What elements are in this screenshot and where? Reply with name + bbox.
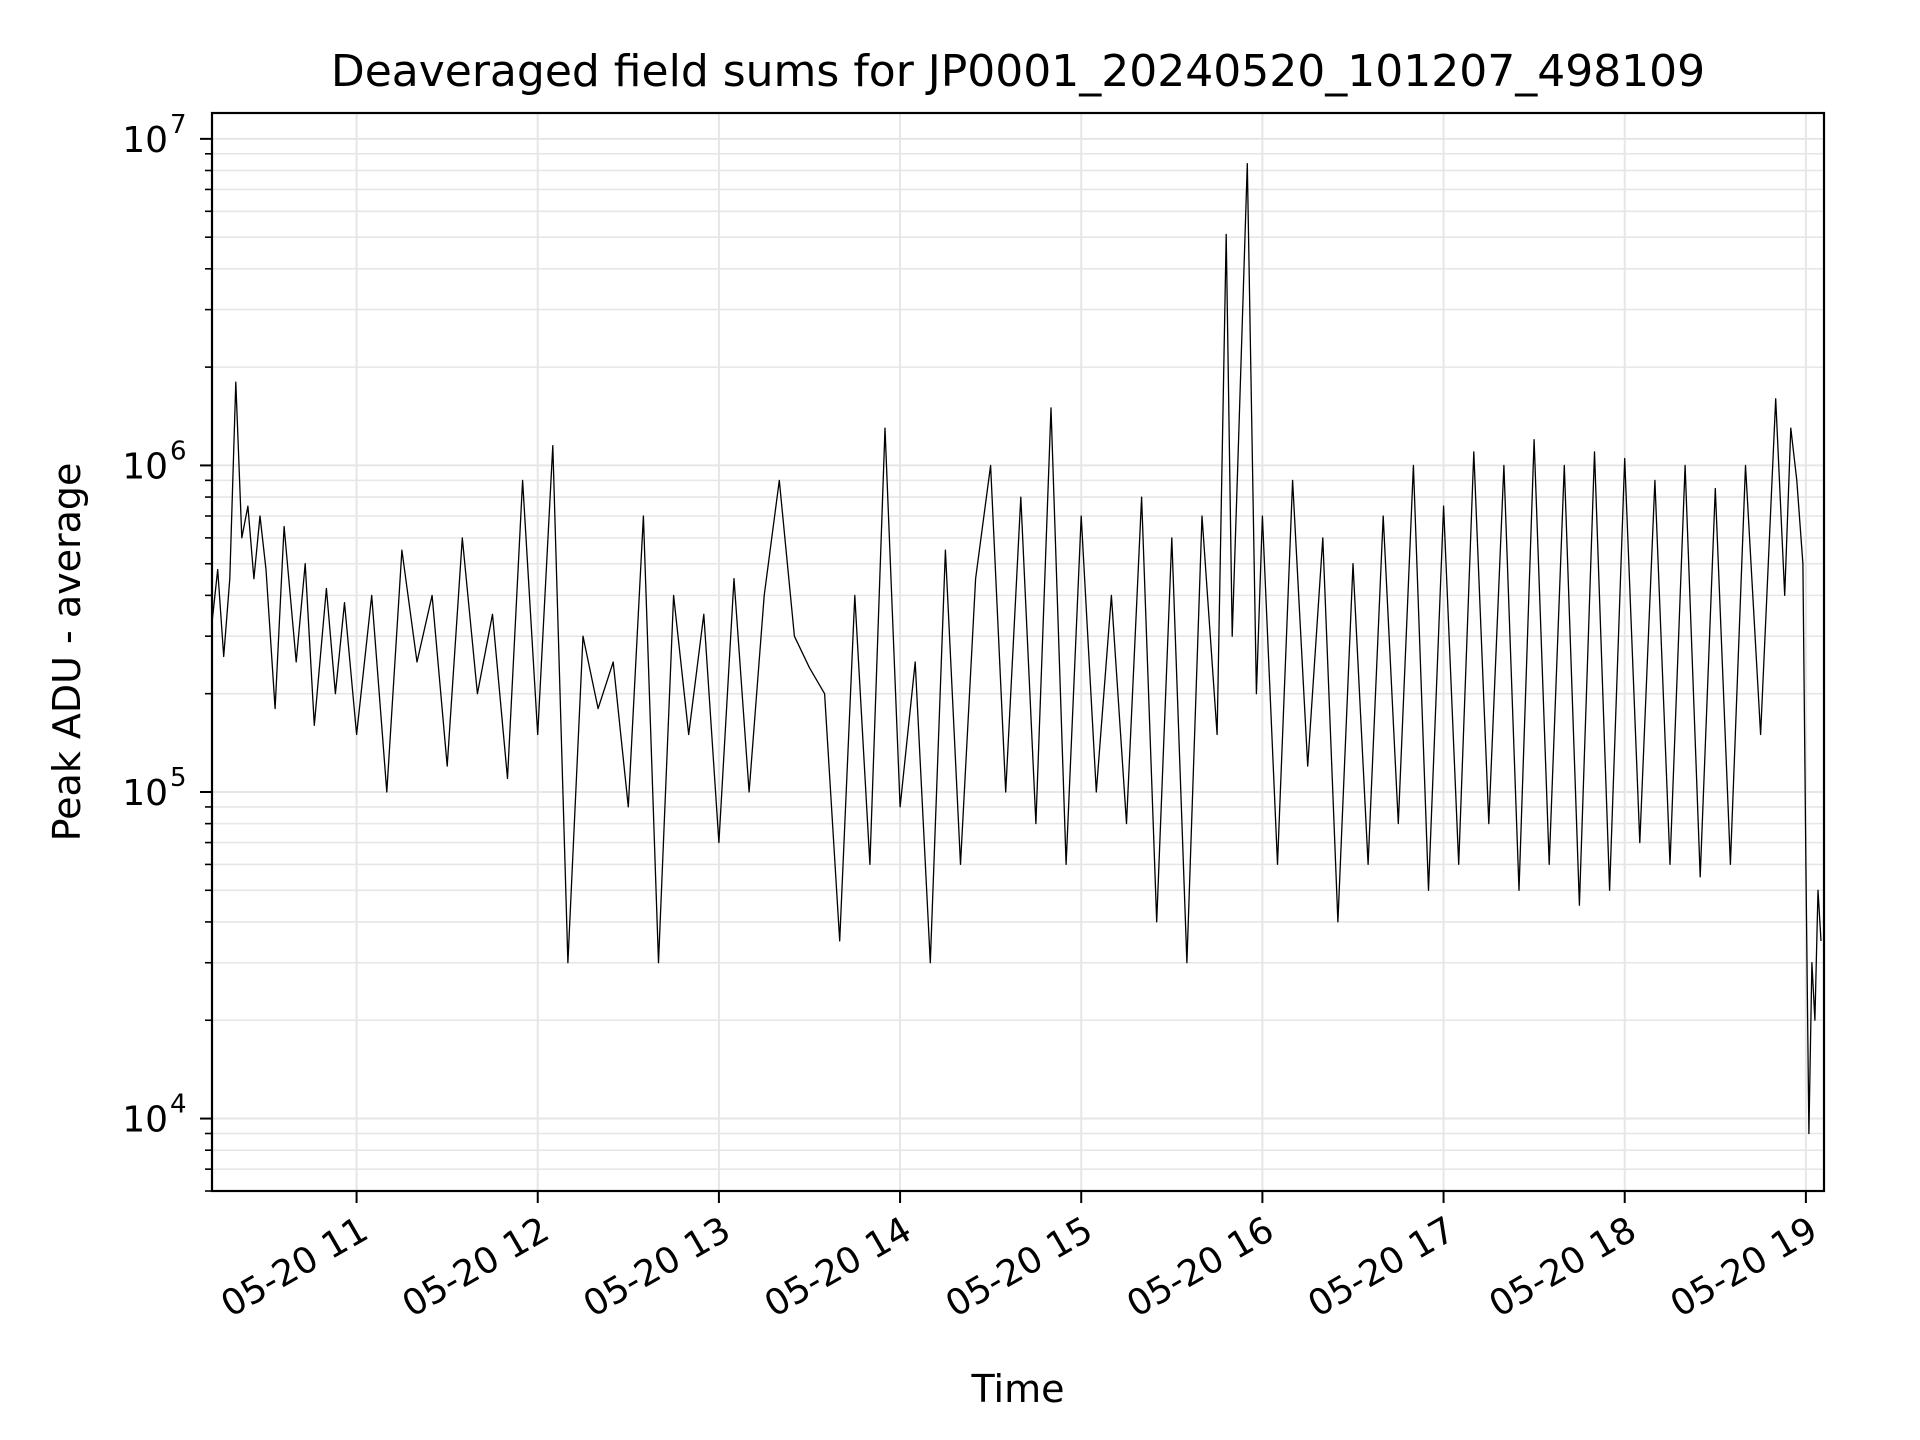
x-axis: 05-20 11 05-20 12 05-20 13 05-20 14 05-20 15… bbox=[214, 1191, 1824, 1326]
y-tick-exponent: 7 bbox=[170, 110, 187, 140]
x-tick-label: 05-20 17 bbox=[1301, 1209, 1462, 1325]
y-tick-exponent: 5 bbox=[170, 763, 187, 793]
y-tick-label: 10 bbox=[122, 773, 168, 814]
series-line-0 bbox=[211, 162, 1822, 1135]
x-tick-label: 05-20 19 bbox=[1664, 1209, 1825, 1325]
x-tick-label: 05-20 16 bbox=[1120, 1209, 1281, 1325]
grid-layer bbox=[212, 113, 1824, 1192]
x-tick-label: 05-20 15 bbox=[939, 1209, 1100, 1325]
x-tick-label: 05-20 12 bbox=[396, 1209, 557, 1325]
x-tick-label: 05-20 13 bbox=[577, 1209, 738, 1325]
y-tick-exponent: 4 bbox=[170, 1090, 187, 1120]
y-tick-exponent: 6 bbox=[170, 436, 187, 466]
y-axis-label: Peak ADU - average bbox=[45, 463, 89, 842]
x-tick-label: 05-20 14 bbox=[758, 1209, 919, 1325]
y-tick-label: 10 bbox=[122, 1100, 168, 1141]
x-tick-label: 05-20 18 bbox=[1483, 1209, 1644, 1325]
chart-title: Deaveraged field sums for JP0001_2024052… bbox=[331, 46, 1705, 97]
series-layer bbox=[211, 162, 1822, 1135]
x-tick-label: 05-20 11 bbox=[214, 1209, 375, 1325]
plot-frame bbox=[210, 111, 1826, 1193]
y-tick-label: 10 bbox=[122, 120, 168, 161]
y-tick-label: 10 bbox=[122, 446, 168, 487]
x-axis-label: Time bbox=[971, 1367, 1065, 1411]
